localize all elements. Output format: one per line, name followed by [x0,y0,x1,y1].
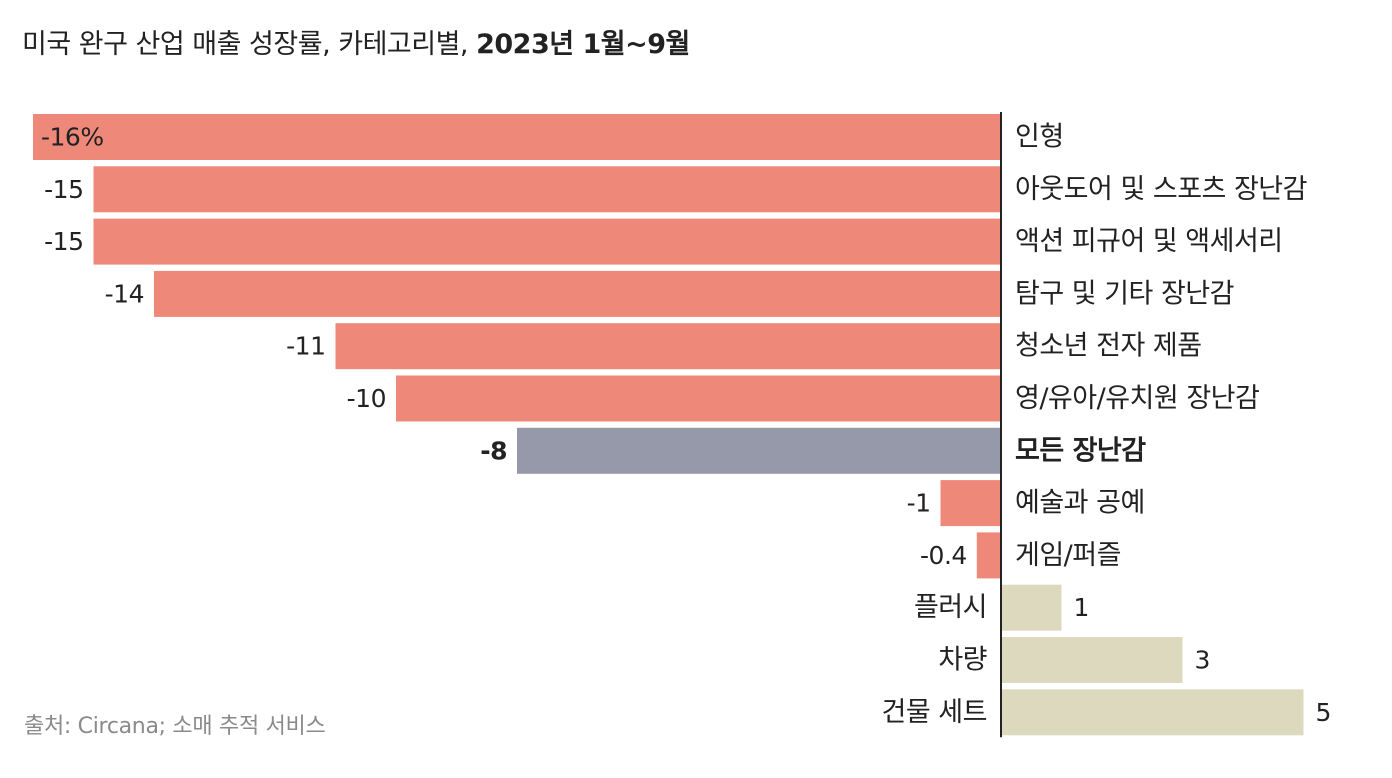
bar-11 [1001,637,1183,683]
chart-title-main: 미국 완구 산업 매출 성장률, 카테고리별, [22,29,477,60]
value-label-11: 3 [1195,646,1210,675]
category-label-10: 플러시 [914,592,987,623]
category-label-11: 차량 [938,645,987,676]
category-label-8: 예술과 공예 [1015,488,1145,519]
value-label-4: -14 [105,279,144,308]
chart-title: 미국 완구 산업 매출 성장률, 카테고리별, 2023년 1월~9월 [22,22,690,61]
bar-4 [154,270,1001,317]
category-label-5: 청소년 전자 제품 [1015,331,1202,362]
category-label-6: 영/유아/유치원 장난감 [1015,383,1259,414]
bar-1 [33,114,1001,160]
bar-10 [1001,584,1062,631]
category-label-7: 모든 장난감 [1015,435,1146,466]
value-label-12: 5 [1316,698,1331,727]
bar-5 [335,323,1001,370]
value-label-9: -0.4 [920,541,967,570]
bar-3 [93,218,1001,265]
category-label-12: 건물 세트 [882,697,987,728]
bar-9 [976,532,1001,579]
category-label-2: 아웃도어 및 스포츠 장난감 [1015,174,1307,205]
value-label-5: -11 [286,332,325,361]
category-label-1: 인형 [1015,122,1064,153]
bar-7 [517,427,1001,474]
value-label-10: 1 [1074,593,1089,622]
bar-6 [396,375,1001,422]
bar-8 [940,480,1001,527]
category-label-4: 탐구 및 기타 장난감 [1015,278,1234,309]
category-label-3: 액션 피규어 및 액세서리 [1015,226,1283,257]
category-label-9: 게임/퍼즐 [1015,540,1121,571]
chart-title-period: 2023년 1월~9월 [476,29,690,60]
value-label-7: -8 [480,436,507,465]
value-label-3: -15 [44,227,83,256]
value-label-6: -10 [347,384,386,413]
bar-12 [1001,689,1304,736]
value-label-8: -1 [907,489,931,518]
source-note: 출처: Circana; 소매 추적 서비스 [24,714,326,739]
value-label-1: -16% [41,123,104,152]
value-label-2: -15 [44,175,83,204]
bar-2 [93,166,1001,213]
